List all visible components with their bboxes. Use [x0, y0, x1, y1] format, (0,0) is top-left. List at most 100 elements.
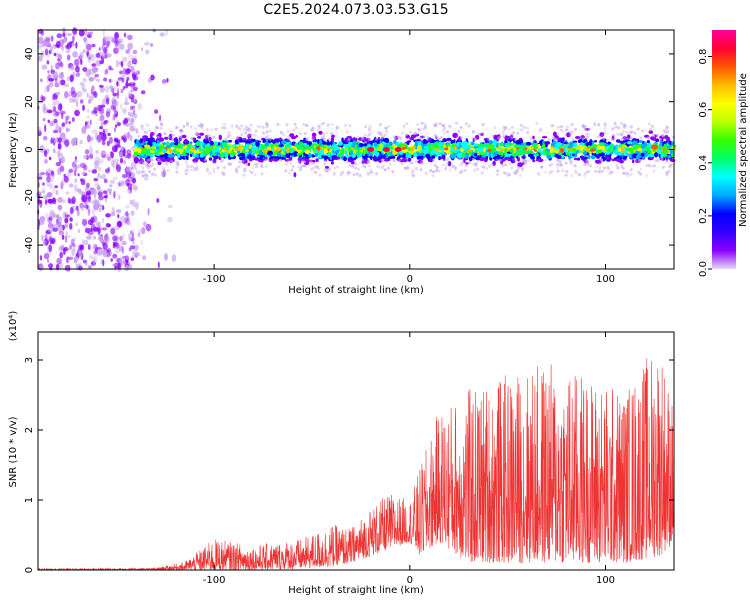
- heatmap-cell: [439, 136, 443, 140]
- heatmap-cell: [300, 158, 304, 161]
- heatmap-cell: [287, 137, 291, 141]
- heatmap-cell: [599, 142, 606, 147]
- heatmap-cell: [322, 121, 326, 125]
- heatmap-cell: [103, 47, 108, 54]
- heatmap-cell: [255, 141, 260, 147]
- heatmap-cell: [533, 138, 537, 142]
- heatmap-cell: [94, 156, 101, 163]
- heatmap-cell: [582, 156, 589, 160]
- heatmap-cell: [669, 163, 673, 167]
- heatmap-cell: [243, 167, 247, 171]
- heatmap-cell: [133, 151, 139, 156]
- heatmap-cell: [184, 138, 188, 144]
- heatmap-cell: [628, 147, 634, 152]
- heatmap-cell: [223, 165, 226, 169]
- heatmap-cell: [425, 153, 431, 158]
- heatmap-cell: [615, 148, 619, 153]
- heatmap-cell: [166, 78, 169, 83]
- heatmap-cell: [482, 122, 486, 126]
- heatmap-cell: [414, 132, 418, 135]
- heatmap-cell: [186, 163, 190, 167]
- heatmap-cell: [143, 221, 147, 227]
- heatmap-cell: [75, 99, 79, 108]
- heatmap-cell: [361, 136, 365, 140]
- heatmap-cell: [122, 56, 128, 63]
- heatmap-cell: [619, 140, 625, 144]
- heatmap-cell: [361, 158, 365, 162]
- heatmap-cell: [133, 244, 139, 251]
- heatmap-cell: [96, 221, 101, 227]
- heatmap-cell: [584, 171, 587, 175]
- heatmap-cell: [421, 127, 425, 131]
- heatmap-cell: [131, 145, 135, 152]
- heatmap-cell: [280, 131, 284, 135]
- heatmap-cell: [112, 161, 117, 169]
- heatmap-cell: [45, 212, 48, 218]
- heatmap-cell: [665, 173, 669, 177]
- heatmap-cell: [475, 164, 479, 168]
- heatmap-cell: [447, 146, 451, 152]
- heatmap-cell: [433, 133, 437, 137]
- colorbar-tick-label: 0.2: [698, 208, 709, 224]
- heatmap-cell: [665, 159, 669, 163]
- heatmap-cell: [368, 128, 371, 132]
- heatmap-cell: [345, 130, 349, 134]
- heatmap-cell: [536, 171, 540, 175]
- heatmap-cell: [64, 224, 69, 228]
- heatmap-cell: [385, 129, 389, 133]
- heatmap-cell: [167, 204, 174, 209]
- heatmap-cell: [247, 162, 251, 166]
- heatmap-cell: [118, 182, 121, 187]
- heatmap-cell: [504, 142, 511, 146]
- heatmap-cell: [91, 169, 98, 174]
- heatmap-cell: [383, 133, 387, 137]
- heatmap-cell: [570, 160, 574, 164]
- heatmap-cell: [565, 170, 569, 174]
- heatmap-cell: [159, 122, 163, 126]
- heatmap-cell: [646, 136, 649, 140]
- heatmap-cell: [150, 164, 153, 168]
- heatmap-cell: [646, 140, 650, 144]
- heatmap-cell: [98, 207, 101, 212]
- heatmap-cell: [135, 130, 139, 134]
- heatmap-cell: [122, 67, 127, 75]
- heatmap-cell: [55, 62, 60, 70]
- heatmap-cell: [69, 222, 73, 230]
- heatmap-cell: [189, 125, 193, 129]
- heatmap-cell: [46, 77, 49, 83]
- heatmap-cell: [408, 157, 411, 162]
- heatmap-cell: [516, 148, 521, 153]
- heatmap-cell: [420, 121, 424, 125]
- heatmap-cell: [293, 172, 297, 178]
- heatmap-cell: [53, 52, 57, 57]
- heatmap-cell: [170, 138, 174, 141]
- heatmap-cell: [645, 164, 649, 168]
- heatmap-cell: [453, 146, 458, 151]
- heatmap-cell: [109, 191, 112, 195]
- heatmap-cell: [150, 74, 155, 81]
- heatmap-cell: [405, 122, 409, 126]
- heatmap-cell: [348, 146, 352, 152]
- heatmap-cell: [60, 156, 65, 164]
- heatmap-cell: [376, 139, 380, 144]
- heatmap-cell: [380, 136, 384, 140]
- heatmap-cell: [130, 210, 135, 216]
- heatmap-cell: [161, 170, 166, 178]
- heatmap-cell: [313, 165, 317, 169]
- heatmap-cell: [113, 138, 119, 143]
- heatmap-cell: [130, 230, 133, 234]
- heatmap-cell: [119, 157, 124, 164]
- heatmap-cell: [606, 155, 610, 161]
- heatmap-cell: [437, 137, 441, 141]
- heatmap-cell: [80, 162, 86, 169]
- heatmap-cell: [383, 137, 390, 144]
- heatmap-cell: [441, 163, 445, 167]
- heatmap-cell: [615, 145, 621, 149]
- heatmap-cell: [354, 162, 358, 166]
- heatmap-cell: [125, 79, 129, 84]
- heatmap-cell: [629, 172, 633, 176]
- heatmap-cell: [205, 167, 209, 171]
- heatmap-cell: [507, 156, 511, 162]
- heatmap-cell: [141, 158, 145, 162]
- heatmap-cell: [104, 128, 109, 134]
